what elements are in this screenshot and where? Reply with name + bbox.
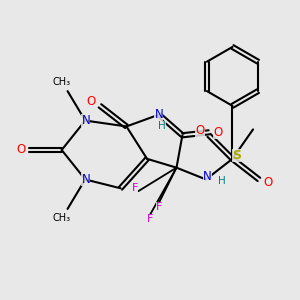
Text: CH₃: CH₃	[52, 213, 71, 223]
Text: N: N	[81, 114, 90, 127]
Text: N: N	[154, 108, 163, 121]
Text: O: O	[195, 124, 205, 137]
Text: H: H	[158, 122, 166, 131]
Text: O: O	[263, 176, 272, 189]
Text: N: N	[203, 170, 212, 183]
Text: O: O	[213, 126, 222, 139]
Text: F: F	[147, 214, 153, 224]
Text: O: O	[16, 143, 26, 157]
Text: F: F	[156, 202, 162, 212]
Text: S: S	[232, 149, 242, 162]
Text: F: F	[132, 183, 139, 193]
Text: N: N	[81, 173, 90, 186]
Text: O: O	[86, 95, 96, 108]
Text: CH₃: CH₃	[52, 77, 71, 87]
Text: H: H	[218, 176, 226, 186]
